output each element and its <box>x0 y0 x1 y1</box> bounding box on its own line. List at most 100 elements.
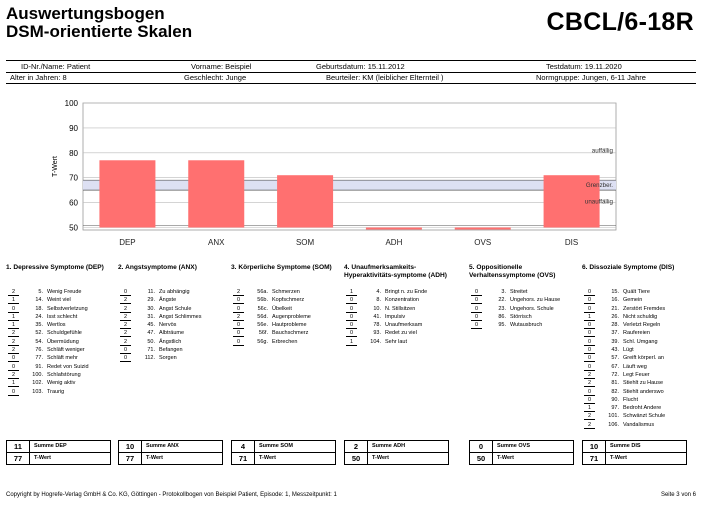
summary-t-value-row: 71 T-Wert <box>231 453 336 465</box>
item-label: 82. Stiehlt anderswo <box>607 388 663 396</box>
score-chart: 50 60 70 80 90 100 DEP ANX SOM ADH OVS DIS T-Wert auf… <box>0 90 706 260</box>
info-row-1: ID-Nr./Name: Patient Vorname: Beispiel G… <box>6 60 696 73</box>
item-number: 10. <box>373 305 381 312</box>
item-score: 0 <box>584 355 595 363</box>
section-title: 4. Unaufmerksamkeits-Hyperaktivitäts-sym… <box>344 264 447 279</box>
item-score: 1 <box>8 380 19 388</box>
item-number: 112. <box>144 355 155 362</box>
summary-sum-row: 0 Summe OVS <box>469 440 574 453</box>
item-label: 97. Bedroht Andere <box>607 404 661 412</box>
item-label: 37. Raufereien <box>607 329 650 337</box>
item-label: 56d. Augenprobleme <box>256 313 311 321</box>
item-label: 30. Angst Schule <box>143 305 191 313</box>
item-number: 15. <box>611 289 619 295</box>
summary-t-value-label: T-Wert <box>610 455 628 461</box>
item-text: Ängstlich <box>159 338 182 345</box>
title-line-1: Auswertungsbogen <box>6 4 165 23</box>
summary-t-value-row: 77 T-Wert <box>118 453 223 465</box>
summary-sum-row: 4 Summe SOM <box>231 440 336 453</box>
item-number: 8. <box>376 297 381 304</box>
item-row: 0 86. Störrisch <box>469 313 574 321</box>
item-text: Traurig <box>47 388 65 395</box>
item-label: 15. Quält Tiere <box>607 288 650 296</box>
item-text: Impulsiv <box>385 313 406 320</box>
section-title: 5. Oppositionelle Verhaltenssymptome (OV… <box>469 264 556 279</box>
item-text: Sorgen <box>159 355 177 362</box>
item-label: 14. Weint viel <box>31 296 71 304</box>
item-number: 101. <box>608 413 619 420</box>
item-row: 0 71. Befangen <box>118 346 223 355</box>
bar-dep <box>99 160 156 228</box>
item-label: 112. Sorgen <box>143 354 177 362</box>
item-number: 24. <box>35 313 43 320</box>
item-label: 90. Flucht <box>607 396 638 404</box>
item-number: 16. <box>611 297 619 304</box>
y-tick-label: 60 <box>69 199 78 208</box>
summary-t-value-label: T-Wert <box>372 455 390 461</box>
item-number: 56f. <box>258 330 268 337</box>
item-score: 1 <box>8 297 19 305</box>
item-row: 0 23. Ungehors. Schule <box>469 305 574 313</box>
summary-sum-label: Summe ADH <box>372 443 406 449</box>
y-tick-label: 100 <box>65 99 79 108</box>
item-text: Quält Tiere <box>623 289 650 295</box>
item-row: 2 56a. Schmerzen <box>231 288 336 296</box>
summary-sum-value: 11 <box>7 441 30 452</box>
item-text: Redet zu viel <box>385 330 417 337</box>
item-label: 103. Traurig <box>31 388 64 396</box>
item-row: 0 16. Gemein <box>582 296 687 305</box>
item-text: Weint viel <box>47 297 71 304</box>
summary-sum-value: 10 <box>583 441 606 452</box>
item-text: Stiehlt zu Hause <box>623 380 664 387</box>
item-number: 91. <box>35 363 43 370</box>
item-score: 0 <box>233 330 244 338</box>
item-number: 50. <box>147 338 155 345</box>
item-score: 0 <box>584 389 595 396</box>
item-number: 43. <box>611 347 619 354</box>
item-number: 54. <box>35 338 43 345</box>
x-tick-label: DIS <box>565 238 578 247</box>
item-row: 2 50. Ängstlich <box>118 338 223 346</box>
item-row: 1 102. Wenig aktiv <box>6 379 111 388</box>
item-number: 97. <box>611 405 619 412</box>
item-row: 0 22. Ungehors. zu Hause <box>469 296 574 305</box>
item-label: 56e. Hautprobleme <box>256 321 306 329</box>
item-score: 0 <box>120 289 131 296</box>
item-text: Schuldgefühle <box>47 330 82 337</box>
x-tick-label: ADH <box>385 238 402 247</box>
item-text: Ängste <box>159 297 177 304</box>
summary-t-value-label: T-Wert <box>259 455 277 461</box>
item-score: 2 <box>8 347 19 355</box>
summary-box: 10 Summe DIS 71 T-Wert <box>582 440 687 465</box>
item-score: 0 <box>346 322 357 330</box>
section-6: 6. Dissoziale Symptome (DIS) 0 15. Quält Ti… <box>582 264 687 429</box>
summary-t-value-value: 71 <box>583 453 606 464</box>
item-row: 0 103. Traurig <box>6 388 111 396</box>
item-number: 82. <box>611 388 619 395</box>
item-text: Wenig aktiv <box>47 380 76 387</box>
item-row: 0 78. Unaufmerksam <box>344 321 449 330</box>
item-row: 0 21. Zerstört Fremdes <box>582 305 687 313</box>
item-score: 2 <box>584 422 595 429</box>
item-text: Nicht schuldig <box>623 313 658 320</box>
item-row: 0 95. Wutausbruch <box>469 321 574 330</box>
item-number: 104. <box>370 338 381 345</box>
item-row: 2 31. Angst Schlimmes <box>118 313 223 321</box>
item-row: 0 8. Konzentration <box>344 296 449 305</box>
item-row: 0 57. Greift körperl. an <box>582 354 687 363</box>
item-row: 0 3. Streitet <box>469 288 574 296</box>
item-score: 0 <box>8 389 19 396</box>
summary-sum-value: 10 <box>119 441 142 452</box>
bar-dis <box>543 175 600 228</box>
item-text: Übermüdung <box>47 338 79 345</box>
item-score: 2 <box>120 322 131 330</box>
item-number: 41. <box>373 313 381 320</box>
summary-box: 2 Summe ADH 50 T-Wert <box>344 440 449 465</box>
item-label: 67. Läuft weg <box>607 363 647 371</box>
info-gender: Geschlecht: Junge <box>184 73 247 82</box>
item-text: Albträume <box>159 330 185 337</box>
item-score: 0 <box>471 306 482 313</box>
item-label: 56f. Bauchschmerz <box>256 329 309 337</box>
band-label: unauffällig <box>585 198 614 205</box>
item-row: 0 82. Stiehlt anderswo <box>582 388 687 396</box>
